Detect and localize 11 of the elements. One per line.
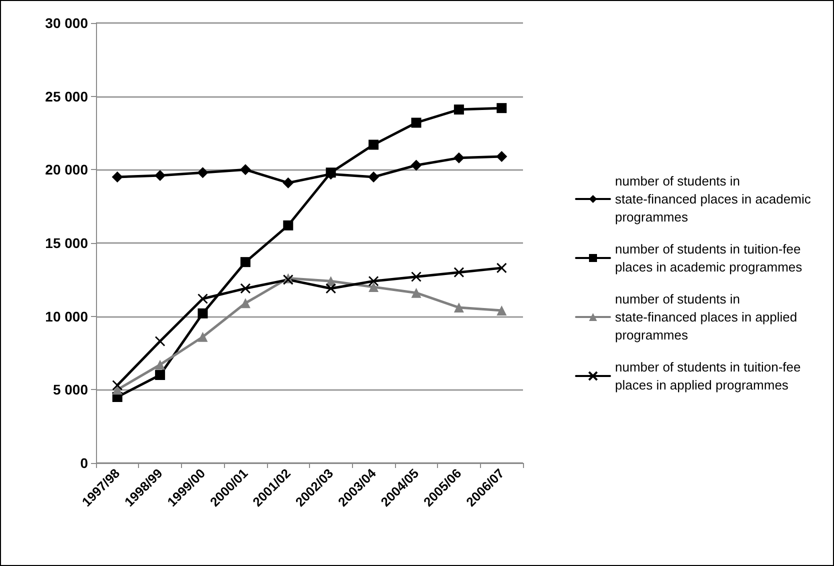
legend-label: number of students in tuition-fee places in academic programmes [615,242,804,274]
legend-label: number of students in state-financed places in applied programmes [615,292,801,342]
y-tick-label: 30 000 [45,15,88,31]
legend-label: number of students in tuition-fee places in applied programmes [615,360,804,392]
y-tick-label: 0 [80,455,88,471]
legend-label: number of students in state-financed places in academic programmes [615,174,814,224]
y-tick-label: 10 000 [45,308,88,324]
y-tick-label: 20 000 [45,162,88,178]
y-tick-label: 5 000 [52,382,88,398]
y-tick-label: 15 000 [45,235,88,251]
y-tick-label: 25 000 [45,88,88,104]
